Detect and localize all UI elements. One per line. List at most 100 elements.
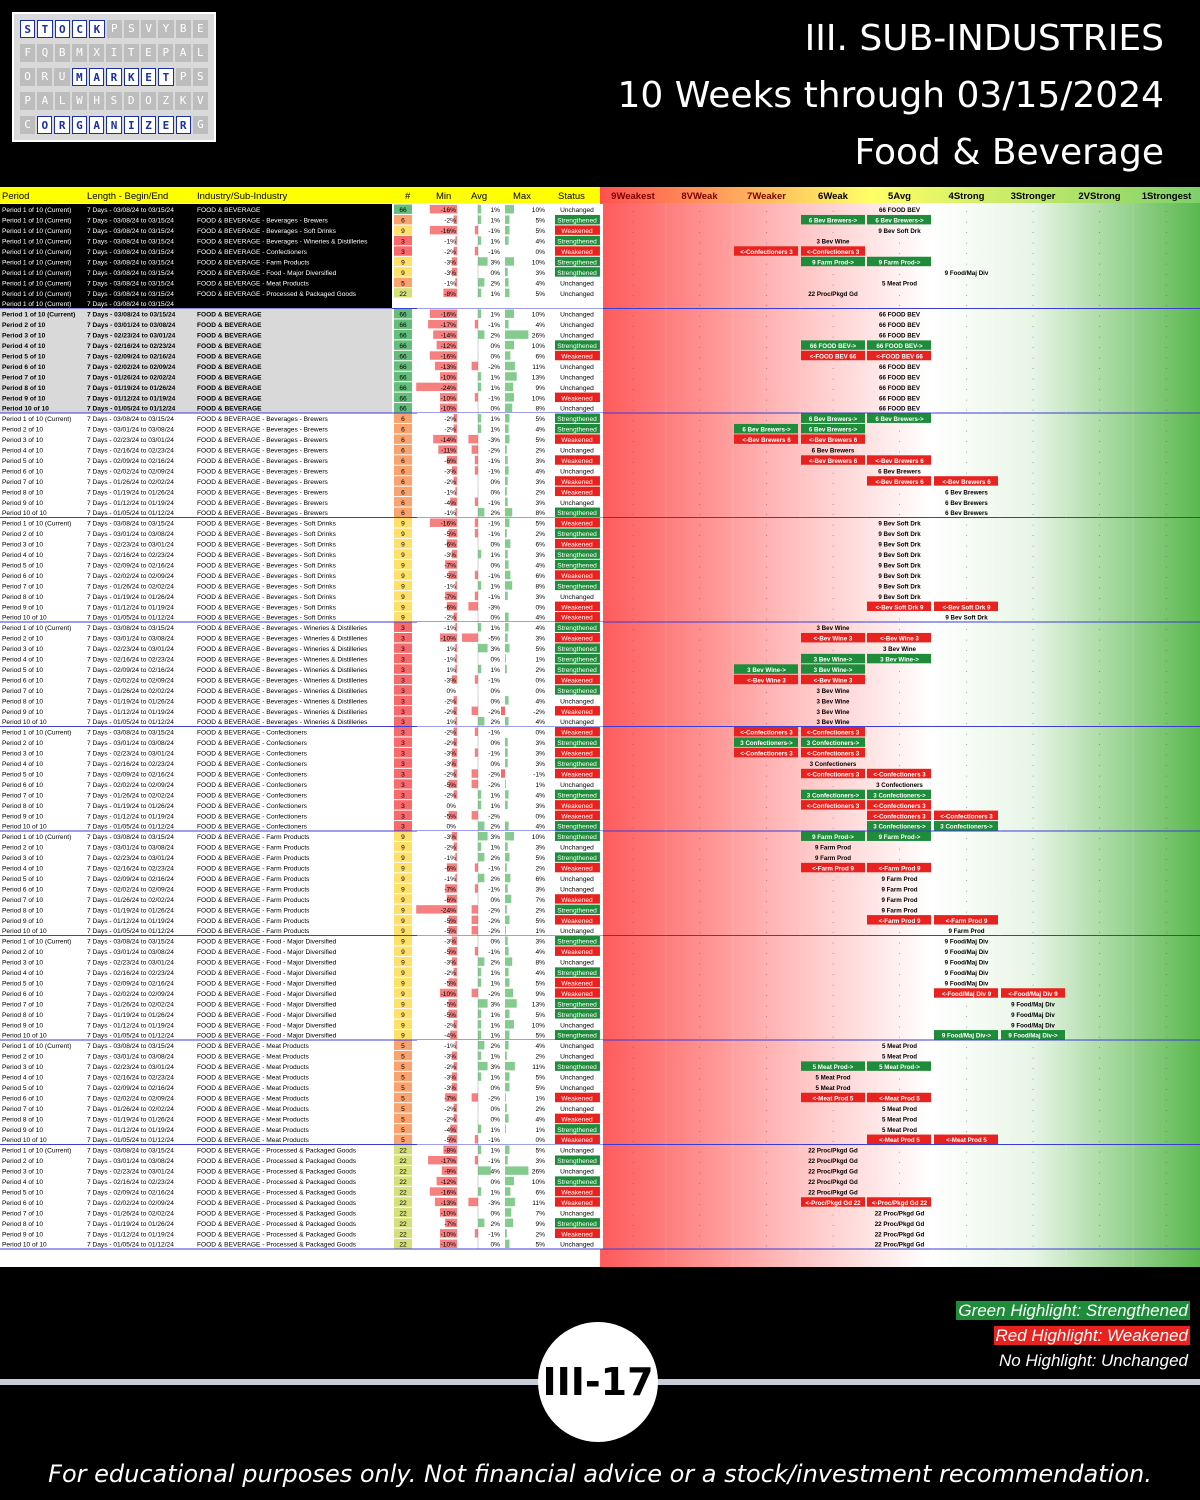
title-line-1: III. SUB-INDUSTRIES — [804, 18, 1164, 59]
row-length: 7 Days - 01/26/24 to 02/02/24 — [87, 688, 174, 695]
rating-dot: . — [766, 771, 768, 778]
min-bar — [441, 1166, 457, 1175]
row-max: 2% — [535, 1054, 545, 1061]
row-count: 9 — [401, 1033, 405, 1040]
row-max: 4% — [535, 792, 545, 799]
rating-dot: . — [832, 939, 834, 946]
row-industry: FOOD & BEVERAGE - Beverages - Wineries &… — [197, 709, 368, 716]
row-min: -14% — [441, 333, 457, 340]
rating-dot: . — [699, 531, 701, 538]
rating-dot: . — [699, 1137, 701, 1144]
rating-dot: . — [1032, 322, 1034, 329]
row-length: 7 Days - 03/08/24 to 03/15/24 — [87, 259, 174, 266]
row-status: Weakened — [561, 1231, 593, 1238]
row-count: 9 — [401, 834, 405, 841]
rating-dot: . — [1099, 1137, 1101, 1144]
row-period: Period 1 of 10 (Current) — [2, 625, 71, 632]
rating-dot: . — [1099, 751, 1101, 758]
row-length: 7 Days - 01/26/24 to 02/02/24 — [87, 792, 174, 799]
rating-label: 3 Confectioners-> — [873, 792, 926, 799]
rating-dot: . — [1166, 1148, 1168, 1155]
rating-label: <-Bev Brewers 6 — [809, 458, 858, 465]
rating-dot: . — [1166, 657, 1168, 664]
rating-label: 66 FOOD BEV — [879, 207, 921, 214]
rating-dot: . — [1032, 1200, 1034, 1207]
rating-dot: . — [966, 1200, 968, 1207]
rating-dot: . — [766, 782, 768, 789]
stats-cell-bg — [417, 1092, 603, 1103]
rating-dot: . — [632, 625, 634, 632]
rating-dot: . — [966, 792, 968, 799]
row-status: Unchanged — [560, 1054, 594, 1061]
row-count: 3 — [401, 709, 405, 716]
avg-bar — [478, 1030, 482, 1039]
max-bar — [505, 926, 506, 935]
row-min: -13% — [441, 1200, 457, 1207]
row-length: 7 Days - 03/08/24 to 03/15/24 — [87, 1043, 174, 1050]
status-bg — [555, 528, 600, 538]
status-bg — [555, 518, 600, 528]
rating-dot: . — [632, 1001, 634, 1008]
row-min: -2% — [444, 249, 456, 256]
rating-dot: . — [632, 239, 634, 246]
rating-highlight — [801, 423, 865, 434]
rating-highlight — [867, 476, 931, 486]
rating-dot: . — [966, 542, 968, 549]
row-length: 7 Days - 03/08/24 to 03/15/24 — [87, 312, 176, 319]
rating-dot: . — [632, 1221, 634, 1228]
max-bar — [505, 539, 511, 548]
rating-dot: . — [1032, 1231, 1034, 1238]
row-max: 5% — [535, 980, 545, 987]
row-status: Weakened — [561, 803, 593, 810]
min-bar — [438, 445, 457, 454]
rating-dot: . — [766, 322, 768, 329]
rating-dot: . — [966, 291, 968, 298]
rating-dot: . — [1099, 458, 1101, 465]
rating-dot: . — [1099, 301, 1101, 308]
rating-dot: . — [766, 970, 768, 977]
rating-highlight — [734, 664, 798, 674]
min-bar — [450, 1124, 457, 1134]
rating-label: 9 Bev Soft Drk — [878, 552, 921, 559]
row-industry: FOOD & BEVERAGE - Processed & Packaged G… — [197, 1169, 357, 1176]
row-length: 7 Days - 01/12/24 to 01/19/24 — [87, 1127, 174, 1134]
rating-dot: . — [832, 1106, 834, 1113]
rating-label: 3 Confectioners-> — [940, 824, 993, 831]
row-industry: FOOD & BEVERAGE - Processed & Packaged G… — [197, 1242, 357, 1249]
rating-dot: . — [966, 1064, 968, 1071]
rating-label: 66 FOOD BEV — [879, 333, 921, 340]
rating-dot: . — [1166, 1095, 1168, 1102]
min-bar — [451, 758, 457, 768]
min-bar — [453, 790, 457, 799]
logo-cell: R — [106, 68, 122, 86]
rating-label: <-Proc/Pkgd Gd 22 — [805, 1200, 861, 1207]
rating-dot: . — [966, 1095, 968, 1102]
row-min: -6% — [444, 458, 456, 465]
row-status: Strengthened — [557, 1033, 597, 1040]
row-industry: FOOD & BEVERAGE - Farm Products — [197, 259, 310, 266]
rating-dot: . — [632, 667, 634, 674]
rating-dot: . — [766, 552, 768, 559]
row-industry: FOOD & BEVERAGE - Meat Products — [197, 1127, 309, 1134]
stats-cell-bg — [417, 517, 603, 528]
row-avg: 0% — [490, 406, 500, 413]
row-avg: -1% — [488, 1158, 500, 1165]
rating-dot: . — [632, 886, 634, 893]
count-cell-bg — [394, 810, 412, 821]
rating-dot: . — [1099, 364, 1101, 371]
status-bg — [555, 1113, 600, 1124]
rating-label: 66 FOOD BEV-> — [810, 343, 857, 350]
row-length: 7 Days - 01/26/24 to 02/02/24 — [87, 374, 176, 381]
title-line-2: 10 Weeks through 03/15/2024 — [617, 75, 1164, 116]
rating-dot: . — [966, 312, 968, 319]
min-bar — [440, 988, 457, 998]
logo-cell: O — [140, 92, 157, 110]
row-length: 7 Days - 01/19/24 to 01/26/24 — [87, 907, 174, 914]
rating-dot: . — [699, 709, 701, 716]
rating-dot: . — [632, 709, 634, 716]
row-count: 9 — [401, 270, 405, 277]
row-status: Unchanged — [560, 960, 594, 967]
max-bar — [505, 633, 508, 642]
max-bar — [505, 884, 508, 893]
count-cell-bg — [394, 601, 412, 612]
